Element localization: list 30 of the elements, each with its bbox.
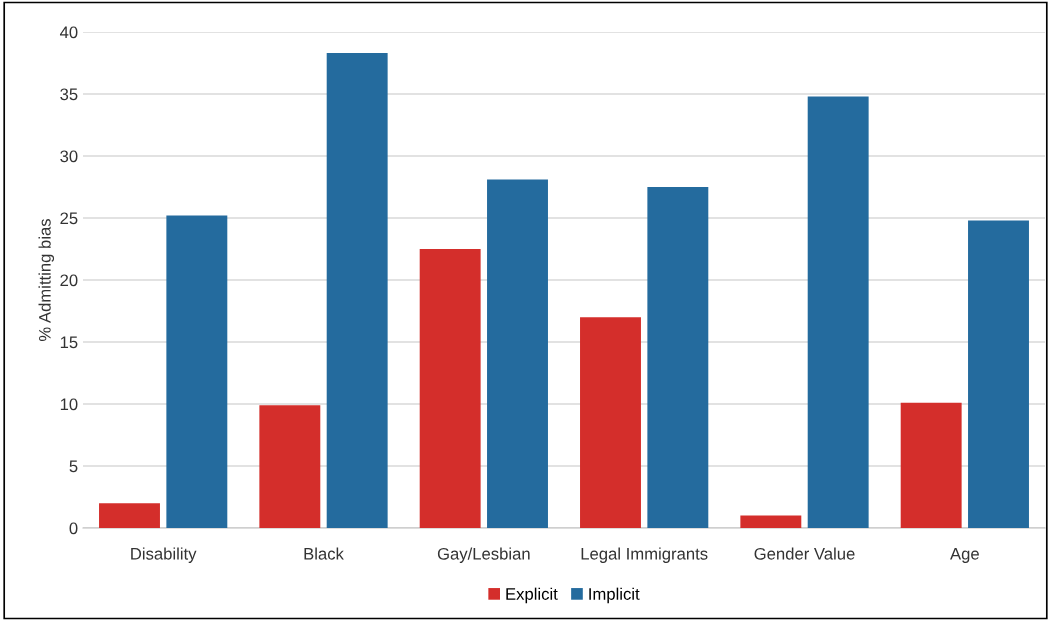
y-tick-label: 0: [69, 522, 78, 535]
x-tick-label: Black: [304, 547, 344, 560]
x-tick-label: Age: [950, 548, 979, 563]
y-tick-label: 20: [60, 274, 78, 287]
x-tick-label: Disability: [131, 547, 197, 563]
bar: [326, 53, 388, 528]
y-tick-label: 10: [60, 398, 78, 411]
bar: [807, 96, 869, 528]
y-tick-label: 15: [60, 336, 78, 349]
bar: [900, 402, 962, 528]
bar: [419, 249, 481, 528]
y-tick-label: 40: [59, 26, 78, 39]
legend-label: Explicit: [506, 587, 558, 604]
bar: [487, 179, 548, 528]
bar: [740, 515, 802, 528]
x-tick-label: Gay/Lesbian: [437, 547, 530, 563]
y-tick-label: 30: [60, 150, 78, 163]
y-tick-label: 35: [60, 88, 78, 101]
bar: [259, 405, 321, 528]
bar: [647, 187, 709, 528]
bar: [99, 503, 160, 528]
x-tick-label: Gender Value: [754, 547, 855, 560]
y-tick-label: 5: [69, 460, 78, 473]
x-tick-label: Legal Immigrants: [581, 547, 708, 563]
y-axis-title: % Admitting bias: [38, 218, 55, 342]
bar: [580, 317, 641, 528]
bar: [166, 215, 228, 528]
legend-label: Implicit: [589, 587, 640, 604]
bar: [968, 220, 1029, 528]
y-tick-label: 25: [60, 212, 78, 225]
